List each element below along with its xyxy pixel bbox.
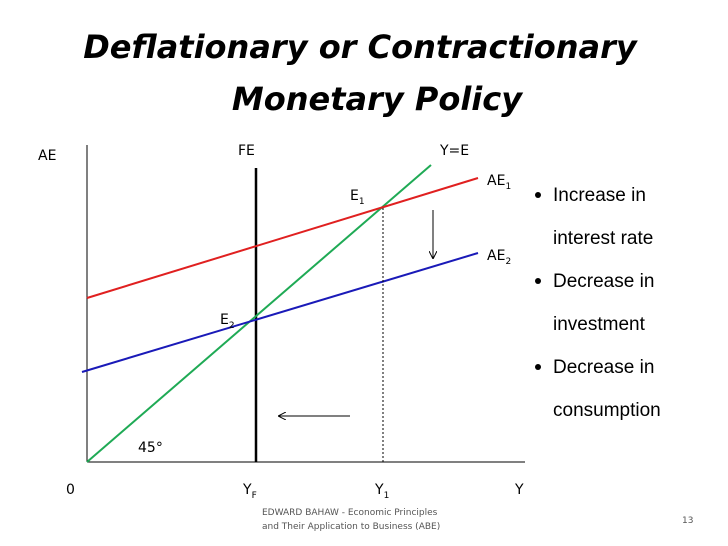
label-sub: F [252,491,257,501]
point-label: E1 [350,188,365,207]
curve-label: AE1 [487,173,511,192]
label-sub: 2 [229,321,235,331]
title-line: Monetary Policy [232,80,523,118]
label-text: AE [487,248,505,264]
ye-line [86,164,432,463]
ae2-line [81,252,479,373]
angle-label: 45° [138,440,163,456]
point-label: E2 [220,312,235,331]
bullet-text: Decrease in [553,271,654,292]
bullet-text: interest rate [553,228,653,249]
title-line: Deflationary or Contractionary [83,28,638,66]
bullet-text: consumption [553,400,661,421]
bullet-text: investment [553,314,646,335]
axis-point-label: YF [242,482,257,501]
footer-credit: EDWARD BAHAW - Economic Principles [262,508,438,518]
curve-label: AE2 [487,248,511,267]
label-text: AE [487,173,505,189]
label-text: E [350,188,359,204]
label-sub: 1 [359,197,365,207]
bullet-text: Decrease in [553,357,654,378]
label-text: E [220,312,229,328]
footer-credit: and Their Application to Business (ABE) [262,522,440,532]
label-sub: 2 [505,257,511,267]
axis-label: AE [38,148,56,164]
page-number: 13 [682,516,693,526]
curve-label: Y=E [439,143,469,159]
bullet-dot [535,278,541,284]
label-text: Y [242,482,252,498]
bullet-dot [535,364,541,370]
axis-label: Y [514,482,524,498]
curve-label: FE [238,143,255,159]
label-sub: 1 [384,491,390,501]
bullet-dot [535,192,541,198]
ae1-line [86,177,479,299]
origin-label: 0 [66,482,75,498]
label-sub: 1 [505,182,511,192]
axis-point-label: Y1 [374,482,389,501]
label-text: Y [374,482,384,498]
bullet-text: Increase in [553,185,646,206]
bullet-list: Increase in interest rate Decrease in inves… [535,185,661,421]
